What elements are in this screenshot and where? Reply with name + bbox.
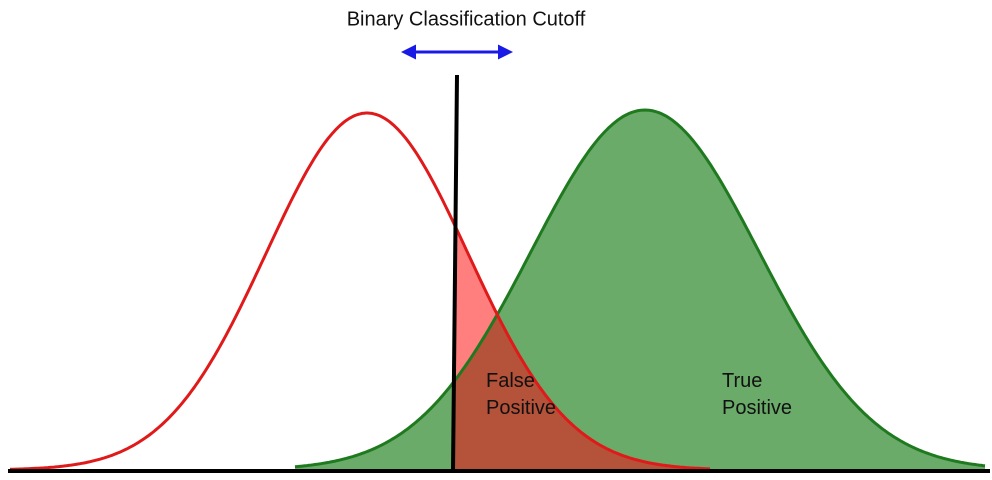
cutoff-line xyxy=(451,74,459,472)
overlap-area xyxy=(455,225,709,470)
region-label: Positive xyxy=(486,397,556,419)
region-label: Positive xyxy=(722,397,792,419)
positive-distribution-area xyxy=(295,110,985,470)
positive-curve xyxy=(294,108,986,469)
title: Binary Classification Cutoff xyxy=(347,8,586,30)
region-label: False xyxy=(486,370,535,392)
negative-curve xyxy=(10,111,711,471)
region-label: True xyxy=(722,370,762,392)
